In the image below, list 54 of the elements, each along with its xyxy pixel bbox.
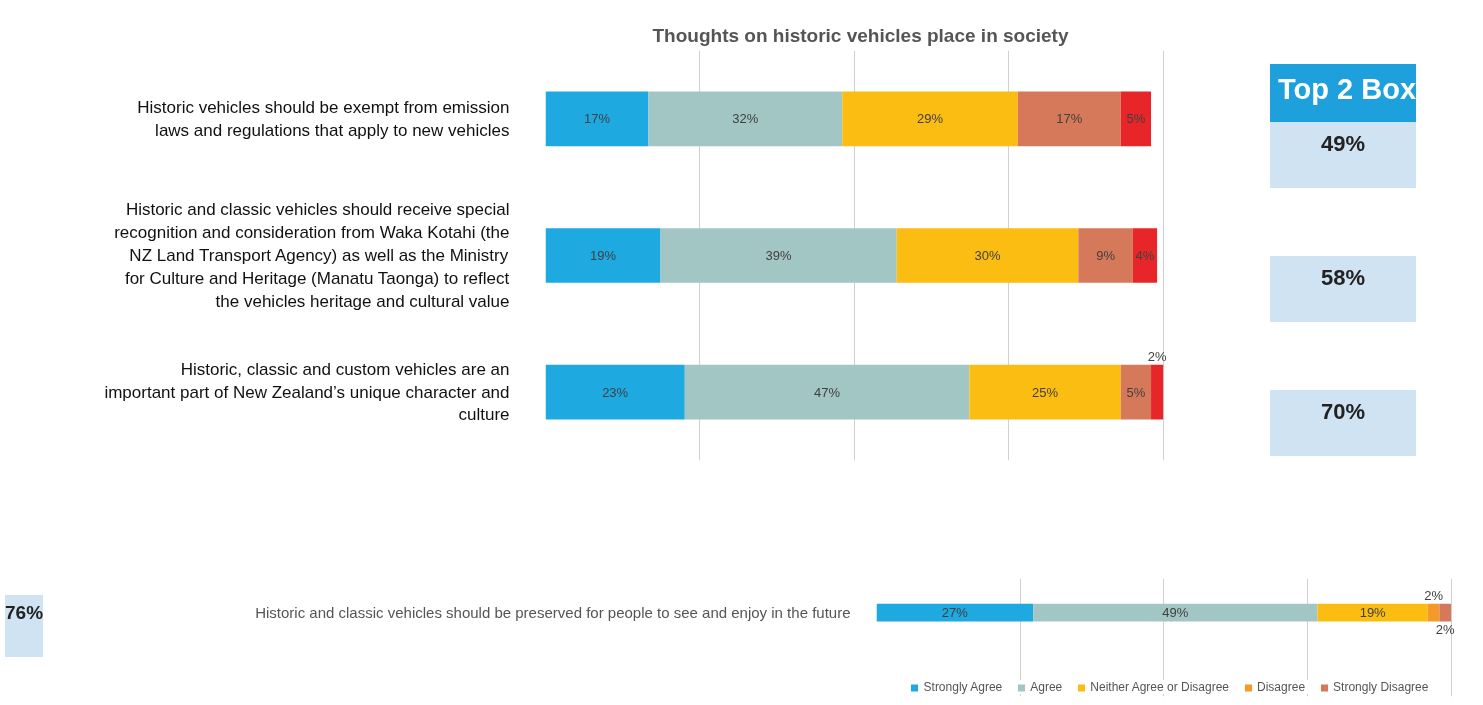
data-label: 29% [917, 111, 944, 127]
data-label: 5% [1126, 384, 1146, 400]
y-tick-label: Historic and classic vehicles should receive special recognition and consideration from Waka Kotahi (the NZ Land Transport Agency) as well as the Ministry for Culture and Heritage (Manatu Taonga) to reflect the vehicles heritage and cultural value [114, 200, 510, 311]
legend-label: Neither Agree or Disagree [1090, 680, 1230, 694]
bar [684, 364, 970, 420]
data-label: 19% [590, 248, 617, 263]
data-label: 25% [1032, 384, 1059, 400]
bar [969, 364, 1121, 420]
bar [1033, 603, 1318, 622]
bar [1151, 364, 1164, 420]
bar [876, 603, 1034, 622]
chart-title: Thoughts on historic vehicles place in society [652, 24, 1069, 46]
data-label: 17% [1056, 111, 1083, 127]
data-label: 32% [732, 111, 759, 127]
data-label: 49% [1162, 605, 1189, 621]
legend-label: Strongly Disagree [1333, 680, 1429, 694]
bar [1017, 91, 1121, 147]
data-label: 27% [941, 605, 969, 621]
y-tick-label: Historic and classic vehicles should be preserved for people to see and enjoy in the future [255, 604, 851, 622]
data-label: 30% [974, 248, 1001, 263]
bar [648, 91, 843, 147]
bar [1120, 364, 1152, 420]
data-label: 47% [814, 384, 841, 400]
legend-label: Strongly Agree [923, 680, 1003, 694]
data-label: 9% [1096, 248, 1116, 263]
data-label: 2% [1435, 621, 1456, 637]
text: 76% [5, 595, 44, 657]
data-label: 2% [1147, 349, 1167, 365]
data-label: 39% [765, 248, 793, 263]
bar [545, 228, 661, 283]
text: 49% [1270, 122, 1417, 188]
legend-label: Disagree [1257, 680, 1306, 694]
bar [1132, 228, 1158, 283]
data-label: 5% [1126, 111, 1146, 127]
bar [660, 228, 897, 283]
data-label: 2% [1424, 588, 1444, 604]
y-tick-label: Historic vehicles should be exempt from emission laws and regulations that apply to new vehicles [137, 97, 510, 140]
text: 58% [1270, 256, 1417, 322]
bar [545, 364, 685, 420]
bar [896, 228, 1079, 283]
y-tick-label: Historic, classic and custom vehicles are an important part of New Zealand’s unique character and culture [104, 359, 510, 425]
bar [1427, 603, 1440, 622]
data-label: 19% [1359, 605, 1387, 621]
bar [842, 91, 1018, 147]
data-label: 4% [1135, 248, 1155, 263]
text: Top 2 Box [1270, 64, 1417, 122]
data-label: 23% [602, 384, 629, 400]
bar [545, 91, 649, 147]
data-label: 17% [583, 111, 611, 127]
bar [1120, 91, 1152, 147]
bar [1078, 228, 1133, 283]
text: 70% [1270, 390, 1417, 456]
legend-label: Agree [1030, 680, 1063, 694]
bar [1439, 603, 1452, 622]
